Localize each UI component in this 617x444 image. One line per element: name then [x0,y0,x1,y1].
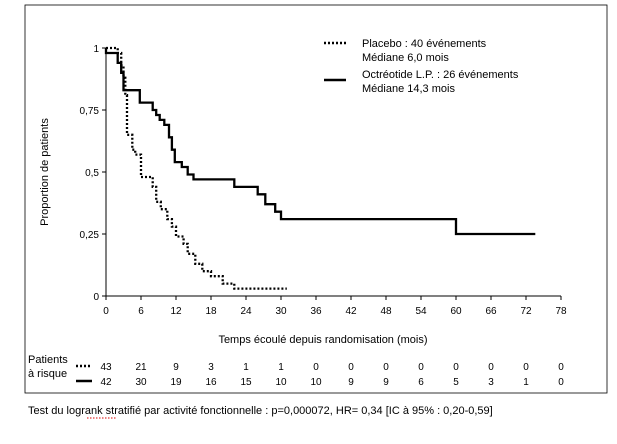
risk-count-octreotide: 6 [418,377,424,388]
risk-count-placebo: 9 [173,362,179,373]
x-tick-label: 72 [520,306,532,317]
y-tick-label: 0,5 [85,168,99,179]
legend: Placebo : 40 événements Médiane 6,0 mois… [324,38,519,95]
risk-table: Patients à risque 43 21 9 3 1 1 0 0 0 0 0 0 0 042 30 19… [28,354,564,388]
x-tick-label: 66 [485,306,497,317]
y-tick-label: 0,25 [80,230,100,241]
risk-count-octreotide: 9 [348,377,354,388]
risk-count-octreotide: 19 [170,377,182,388]
series-layer [104,46,536,290]
risk-count-octreotide: 10 [275,377,287,388]
y-ticks: 0 0,25 0,5 0,75 1 [80,44,106,303]
x-tick-label: 18 [205,306,217,317]
axes [105,48,561,297]
risk-count-octreotide: 10 [310,377,322,388]
x-tick-label: 42 [345,306,357,317]
footnote: Test du logrank stratifié par activité f… [28,405,493,417]
chart-border [24,4,608,394]
risk-count-placebo: 0 [348,362,354,373]
risk-count-octreotide: 15 [240,377,252,388]
risk-count-placebo: 3 [208,362,214,373]
risk-count-placebo: 0 [313,362,319,373]
risk-values: 43 21 9 3 1 1 0 0 0 0 0 0 0 042 30 19 16 15 10 10 9 9 6 5 3 1 0 [100,362,564,388]
risk-count-octreotide: 30 [135,377,147,388]
x-tick-label: 36 [310,306,322,317]
x-tick-label: 12 [170,306,182,317]
legend-item-octreotide: Octréotide L.P. : 26 événements Médiane … [324,69,519,95]
x-tick-label: 60 [450,306,462,317]
legend-label-octreotide: Octréotide L.P. : 26 événements [362,69,519,81]
x-tick-label: 48 [380,306,392,317]
legend-label-placebo: Placebo : 40 événements [362,38,487,50]
risk-count-octreotide: 9 [383,377,389,388]
series-line-placebo [106,46,287,290]
risk-count-placebo: 1 [243,362,249,373]
series-line-octreotide [104,48,536,236]
x-tick-label: 30 [275,306,287,317]
risk-table-label-line1: Patients [28,354,68,366]
risk-count-octreotide: 3 [488,377,494,388]
risk-count-placebo: 0 [488,362,494,373]
y-tick-label: 1 [93,44,99,55]
legend-item-placebo: Placebo : 40 événements Médiane 6,0 mois [324,38,487,64]
x-tick-label: 78 [555,306,567,317]
legend-median-octreotide: Médiane 14,3 mois [362,83,455,95]
y-axis-label: Proportion de patients [39,118,51,226]
x-tick-label: 6 [138,306,144,317]
risk-count-placebo: 0 [558,362,564,373]
risk-count-placebo: 21 [135,362,147,373]
risk-count-placebo: 1 [278,362,284,373]
risk-count-placebo: 43 [100,362,112,373]
x-ticks: 0 6 12 18 24 30 36 42 48 54 60 66 72 78 [103,296,567,317]
risk-count-placebo: 0 [383,362,389,373]
risk-count-octreotide: 1 [523,377,529,388]
x-axis-label: Temps écoulé depuis randomisation (mois) [218,334,427,346]
risk-count-placebo: 0 [418,362,424,373]
risk-count-octreotide: 0 [558,377,564,388]
y-tick-label: 0,75 [80,106,100,117]
legend-median-placebo: Médiane 6,0 mois [362,52,449,64]
y-tick-label: 0 [93,292,99,303]
risk-count-octreotide: 5 [453,377,459,388]
risk-count-placebo: 0 [453,362,459,373]
x-tick-label: 24 [240,306,252,317]
risk-count-octreotide: 42 [100,377,112,388]
x-tick-label: 54 [415,306,427,317]
risk-count-placebo: 0 [523,362,529,373]
risk-table-label-line2: à risque [28,368,67,380]
risk-count-octreotide: 16 [205,377,217,388]
x-tick-label: 0 [103,306,109,317]
